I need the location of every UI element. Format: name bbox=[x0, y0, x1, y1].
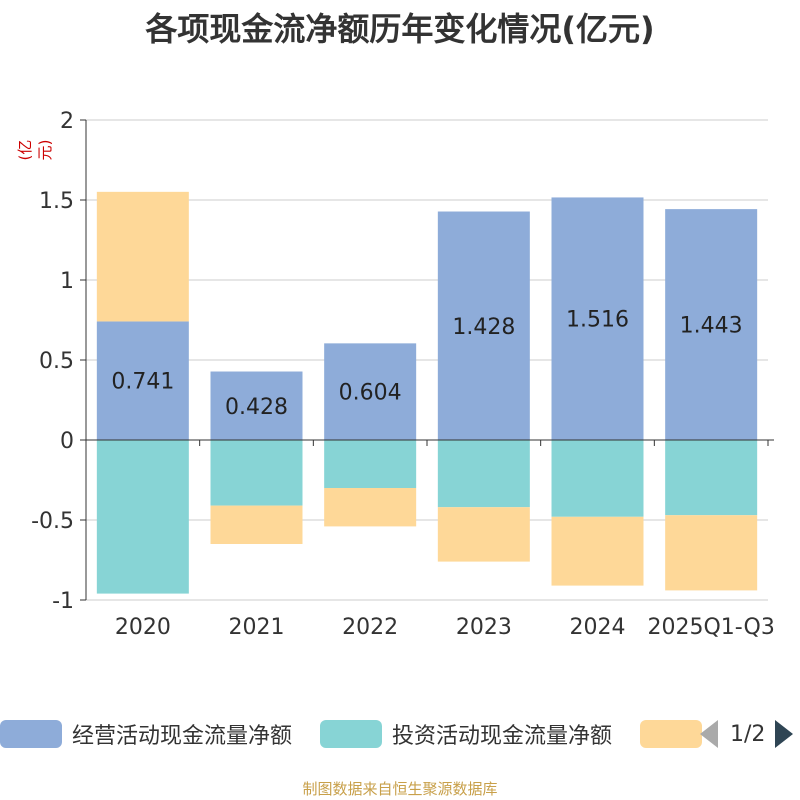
chevron-left-icon[interactable] bbox=[700, 720, 718, 748]
source-note: 制图数据来自恒生聚源数据库 bbox=[302, 780, 498, 798]
y-tick-label: -0.5 bbox=[31, 509, 74, 534]
bar-series2-2022[interactable] bbox=[324, 488, 417, 527]
y-tick-label: 2 bbox=[60, 109, 74, 134]
bar-series0-2022[interactable] bbox=[324, 343, 417, 440]
y-tick-label: 0.5 bbox=[39, 349, 74, 374]
bar-series1-2024[interactable] bbox=[551, 440, 644, 517]
x-tick-label: 2024 bbox=[570, 615, 626, 640]
bar-series1-2025Q1-Q3[interactable] bbox=[665, 440, 758, 516]
data-label: 1.516 bbox=[566, 308, 629, 333]
bar-series0-2023[interactable] bbox=[437, 211, 530, 440]
legend-label-operating: 经营活动现金流量净额 bbox=[72, 724, 293, 749]
legend-page-indicator: 1/2 bbox=[730, 721, 766, 747]
legend-pager: 1/2 bbox=[700, 716, 794, 752]
y-tick-label: -1 bbox=[52, 589, 74, 614]
bar-series1-2021[interactable] bbox=[210, 440, 303, 506]
legend-swatch-operating bbox=[0, 720, 62, 748]
x-tick-label: 2020 bbox=[115, 615, 171, 640]
y-tick-label: 0 bbox=[60, 429, 74, 454]
unit-label: (亿元) bbox=[16, 139, 54, 161]
y-tick-label: 1 bbox=[60, 269, 74, 294]
x-tick-label: 2021 bbox=[229, 615, 285, 640]
y-tick-label: 1.5 bbox=[39, 189, 74, 214]
legend-item-investing[interactable]: 投资活动现金流量净额 bbox=[320, 716, 612, 752]
legend-item-operating[interactable]: 经营活动现金流量净额 bbox=[0, 716, 292, 752]
bar-series2-2025Q1-Q3[interactable] bbox=[665, 515, 758, 591]
bar-series1-2022[interactable] bbox=[324, 440, 417, 488]
legend-swatch-investing bbox=[320, 720, 382, 748]
bar-series0-2021[interactable] bbox=[210, 371, 303, 440]
x-tick-label: 2023 bbox=[456, 615, 512, 640]
bar-series2-2024[interactable] bbox=[551, 516, 644, 586]
bar-series0-2020[interactable] bbox=[96, 321, 189, 440]
bar-series0-2025Q1-Q3[interactable] bbox=[665, 209, 758, 440]
legend-swatch-financing bbox=[640, 720, 702, 748]
data-label: 0.604 bbox=[339, 381, 402, 406]
legend-label-investing: 投资活动现金流量净额 bbox=[392, 724, 613, 749]
bar-series1-2020[interactable] bbox=[96, 440, 189, 594]
bar-series2-2021[interactable] bbox=[210, 505, 303, 544]
data-label: 1.428 bbox=[452, 315, 515, 340]
legend-item-financing[interactable] bbox=[640, 716, 702, 752]
x-tick-label: 2022 bbox=[342, 615, 398, 640]
data-label: 0.741 bbox=[111, 370, 174, 395]
x-tick-label: 2025Q1-Q3 bbox=[647, 615, 774, 640]
data-label: 0.428 bbox=[225, 395, 288, 420]
bar-series0-2024[interactable] bbox=[551, 197, 644, 440]
chevron-right-icon[interactable] bbox=[775, 720, 794, 748]
bar-series2-2023[interactable] bbox=[437, 507, 530, 562]
bar-series1-2023[interactable] bbox=[437, 440, 530, 508]
data-label: 1.443 bbox=[680, 314, 743, 339]
chart-title: 各项现金流净额历年变化情况(亿元) bbox=[145, 10, 655, 48]
bar-series2-2020[interactable] bbox=[96, 191, 189, 322]
